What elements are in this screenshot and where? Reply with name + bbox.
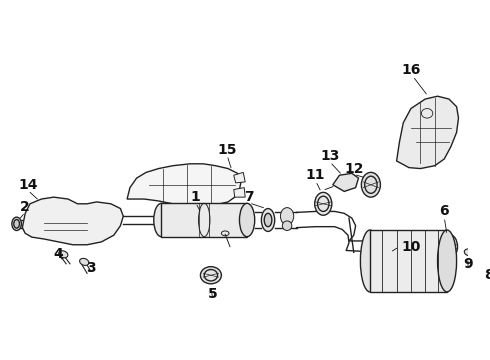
- Ellipse shape: [240, 203, 255, 237]
- Ellipse shape: [261, 208, 275, 231]
- Polygon shape: [370, 230, 447, 292]
- Ellipse shape: [483, 251, 490, 258]
- Text: 12: 12: [344, 162, 364, 176]
- Polygon shape: [234, 172, 245, 183]
- Text: 2: 2: [20, 200, 30, 214]
- Text: 15: 15: [218, 143, 237, 157]
- Ellipse shape: [14, 220, 20, 228]
- Polygon shape: [23, 197, 123, 245]
- Polygon shape: [234, 188, 245, 197]
- Text: 10: 10: [401, 240, 420, 254]
- Ellipse shape: [361, 230, 379, 292]
- Ellipse shape: [438, 230, 457, 292]
- Text: 7: 7: [244, 190, 254, 204]
- Text: 3: 3: [86, 261, 96, 275]
- Text: 14: 14: [18, 178, 38, 192]
- Text: 13: 13: [320, 149, 340, 163]
- Ellipse shape: [280, 208, 294, 225]
- Polygon shape: [396, 96, 459, 168]
- Ellipse shape: [282, 221, 292, 230]
- Ellipse shape: [200, 267, 221, 284]
- Text: 16: 16: [401, 63, 420, 77]
- Ellipse shape: [264, 213, 272, 227]
- Ellipse shape: [441, 234, 458, 259]
- Ellipse shape: [379, 246, 400, 263]
- Polygon shape: [127, 164, 242, 207]
- Text: 6: 6: [440, 204, 449, 219]
- Polygon shape: [161, 203, 247, 237]
- Ellipse shape: [361, 172, 380, 197]
- Ellipse shape: [12, 217, 22, 230]
- Text: 9: 9: [463, 257, 473, 271]
- Text: 4: 4: [53, 247, 63, 261]
- Text: 5: 5: [208, 287, 218, 301]
- Ellipse shape: [315, 192, 332, 215]
- Text: 11: 11: [306, 168, 325, 182]
- Polygon shape: [333, 173, 359, 192]
- Ellipse shape: [59, 251, 68, 258]
- Ellipse shape: [465, 249, 474, 256]
- Text: 8: 8: [484, 268, 490, 282]
- Ellipse shape: [154, 203, 169, 237]
- Text: 1: 1: [191, 190, 200, 204]
- Ellipse shape: [79, 258, 89, 265]
